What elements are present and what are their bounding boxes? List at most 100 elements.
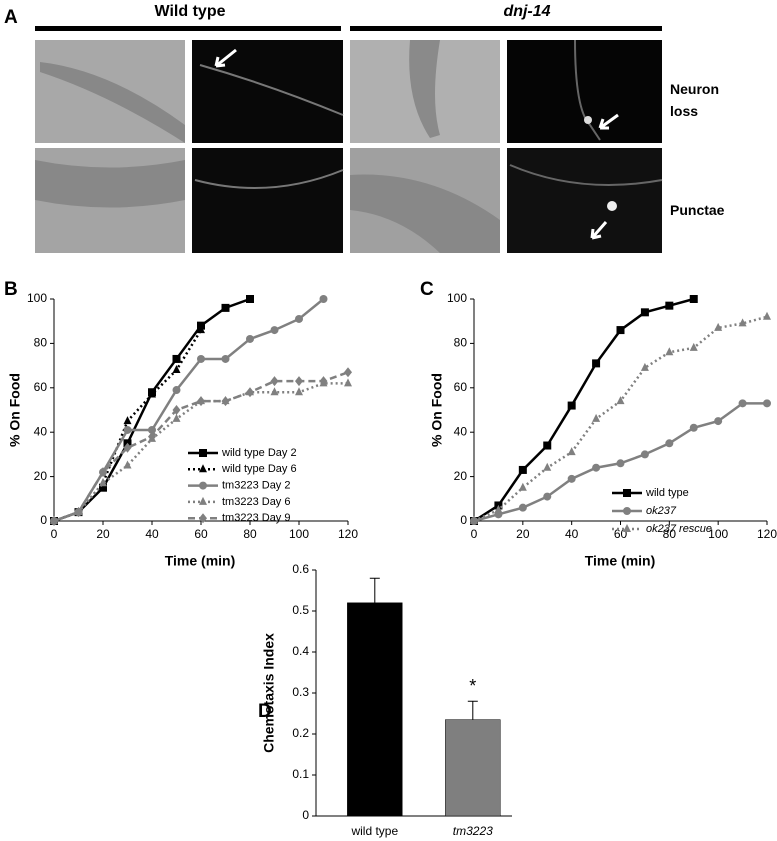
y-axis-title: % On Food [429,373,445,447]
marker [123,416,132,425]
marker [99,478,107,487]
marker [197,396,205,407]
marker [172,354,181,363]
marker [689,423,698,432]
marker [172,405,181,415]
legend-marker [199,513,207,524]
x-tick-label: 20 [96,527,110,541]
marker [172,365,181,374]
marker [123,425,132,434]
marker [221,354,230,363]
marker [640,308,649,317]
marker [616,396,625,405]
marker [665,347,674,356]
marker [592,463,601,472]
row-label: Neuron loss [670,81,719,119]
legend-label: wild type Day 6 [221,463,297,475]
legend-label: ok237 [646,505,677,517]
marker [148,431,156,442]
marker [148,389,156,398]
y-tick-label: 20 [454,469,468,483]
y-tick-label: 100 [447,291,467,305]
marker [640,450,649,459]
y-tick-label: 0.1 [292,767,309,781]
marker [197,325,205,334]
legend-label: tm3223 Day 6 [222,496,290,508]
y-tick-label: 80 [454,336,468,350]
y-tick-label: 80 [34,336,48,350]
marker [616,326,625,335]
y-tick-label: 0.4 [292,644,309,658]
annotation: * [469,676,476,696]
marker [518,465,527,474]
x-tick-label: tm3223 [453,824,493,838]
marker [689,342,698,351]
y-tick-label: 0.6 [292,562,309,576]
marker [123,460,132,469]
x-tick-label: 80 [663,527,677,541]
marker [665,439,674,448]
legend-marker [623,524,631,532]
y-tick-label: 40 [34,424,48,438]
x-tick-label: 80 [243,527,257,541]
x-tick-label: 120 [338,527,358,541]
marker [592,413,601,422]
legend-label: wild type Day 2 [221,447,297,459]
marker [74,507,83,518]
marker [689,295,698,303]
y-tick-label: 0 [460,513,467,527]
y-tick-label: 0 [302,808,309,822]
x-tick-label: 40 [565,527,579,541]
y-tick-label: 0 [40,513,47,527]
legend-label: wild type [645,487,689,499]
x-tick-label: 60 [194,527,208,541]
x-tick-label: 0 [51,527,58,541]
marker [640,362,649,371]
marker [99,467,107,478]
marker [221,396,230,407]
marker [543,441,552,450]
marker [270,387,279,396]
x-tick-label: 120 [757,527,777,541]
marker [270,326,279,335]
marker [592,359,601,368]
error-bar [369,577,380,603]
y-axis-title: Chemotaxis Index [261,633,277,753]
marker [319,376,328,387]
marker [344,378,352,387]
y-tick-label: 60 [454,380,468,394]
panel-label: C [420,279,434,300]
marker [197,354,205,363]
x-tick-label: 40 [145,527,159,541]
marker [518,482,527,491]
marker [763,311,771,320]
marker [148,425,156,434]
marker [543,462,552,471]
marker [543,492,552,501]
legend-label: ok237 rescue [646,523,712,535]
marker [567,474,576,483]
marker [295,314,303,323]
marker [123,442,132,453]
series-line [53,297,251,523]
marker [714,322,723,331]
marker [246,334,254,343]
marker [567,401,576,410]
marker [246,387,254,398]
series-line [53,371,349,523]
error-bar [467,700,478,720]
x-tick-label: 100 [289,527,309,541]
x-tick-label: 100 [708,527,728,541]
marker [763,399,771,408]
x-tick-label: wild type [350,824,398,838]
marker [50,516,58,526]
legend-label: tm3223 Day 2 [222,480,290,492]
marker [246,295,254,303]
marker [567,447,576,456]
legend-marker [199,449,207,457]
y-tick-label: 60 [34,380,48,394]
marker [616,459,625,468]
panel-label: A [4,7,18,28]
group-bar [35,26,341,31]
